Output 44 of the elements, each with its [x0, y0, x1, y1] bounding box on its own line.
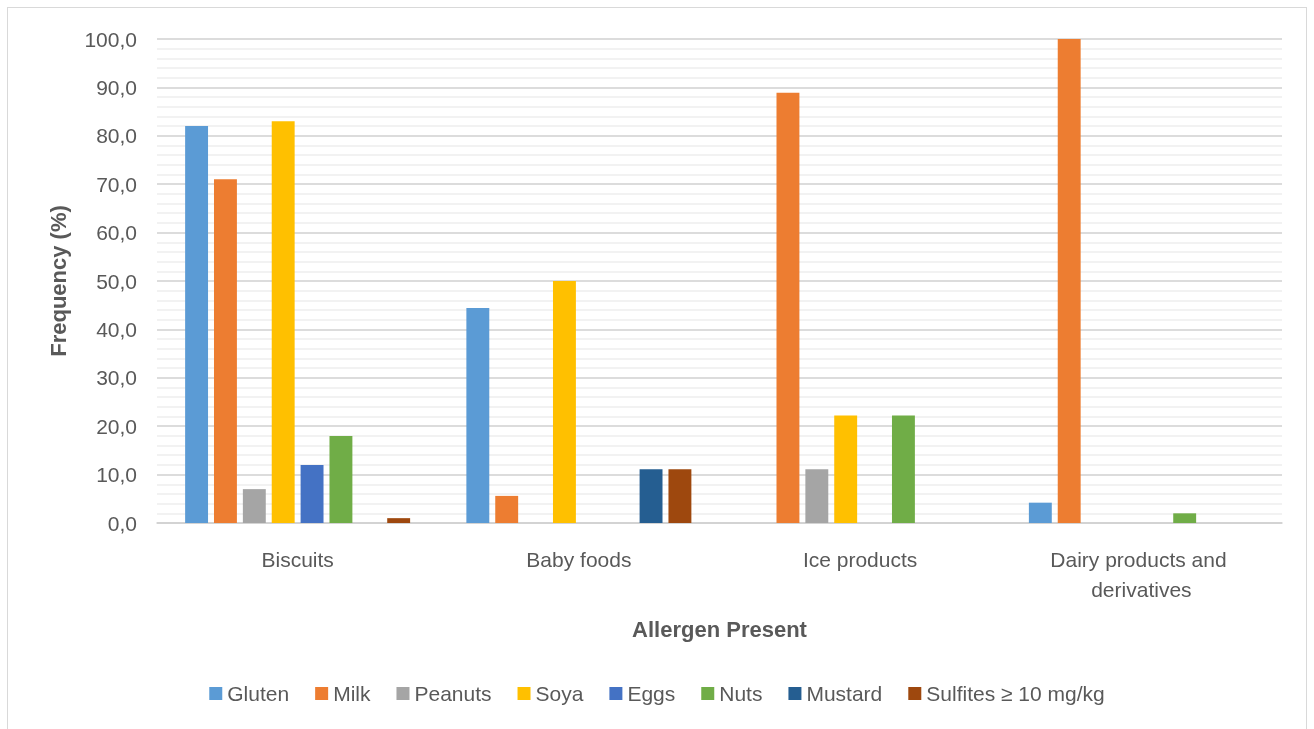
legend-label: Sulfites ≥ 10 mg/kg [926, 682, 1105, 705]
x-tick-label: Biscuits [261, 547, 334, 571]
bar [1173, 513, 1197, 523]
bar [466, 308, 490, 523]
y-tick-label: 100,0 [84, 27, 137, 51]
legend-label: Peanuts [414, 682, 492, 705]
y-tick-label: 10,0 [96, 463, 137, 487]
y-tick-label: 30,0 [96, 366, 137, 390]
x-tick-label: Baby foods [526, 547, 632, 571]
legend-label: Milk [333, 682, 371, 705]
legend-label: Eggs [627, 682, 676, 705]
y-tick-label: 20,0 [96, 414, 137, 438]
legend-label: Soya [535, 682, 584, 705]
bar [1028, 502, 1052, 523]
bar [891, 415, 915, 523]
bar [805, 469, 829, 523]
bar [552, 281, 576, 523]
bar [668, 469, 692, 523]
bar [776, 92, 800, 523]
y-tick-label: 90,0 [96, 75, 137, 99]
legend-label: Mustard [806, 682, 883, 705]
bar [639, 469, 663, 523]
legend-label: Nuts [719, 682, 763, 705]
bar [213, 179, 237, 523]
legend-label: Gluten [227, 682, 290, 705]
y-tick-label: 70,0 [96, 172, 137, 196]
bar [329, 435, 353, 523]
y-tick-label: 0,0 [107, 511, 137, 535]
bar [300, 464, 324, 523]
bar [242, 489, 266, 523]
y-tick-label: 50,0 [96, 269, 137, 293]
y-tick-label: 60,0 [96, 221, 137, 245]
y-axis-title: Frequency (%) [45, 205, 71, 357]
x-tick-label: Ice products [802, 547, 918, 571]
bar [495, 495, 519, 523]
bar [271, 121, 295, 523]
bar [834, 415, 858, 523]
y-tick-label: 80,0 [96, 124, 137, 148]
bar [185, 126, 209, 523]
x-tick-label: Dairy products and derivatives [1050, 547, 1233, 601]
bar [1057, 39, 1081, 523]
x-axis-title: Allergen Present [632, 616, 808, 642]
bar [387, 518, 411, 523]
y-tick-label: 40,0 [96, 317, 137, 341]
